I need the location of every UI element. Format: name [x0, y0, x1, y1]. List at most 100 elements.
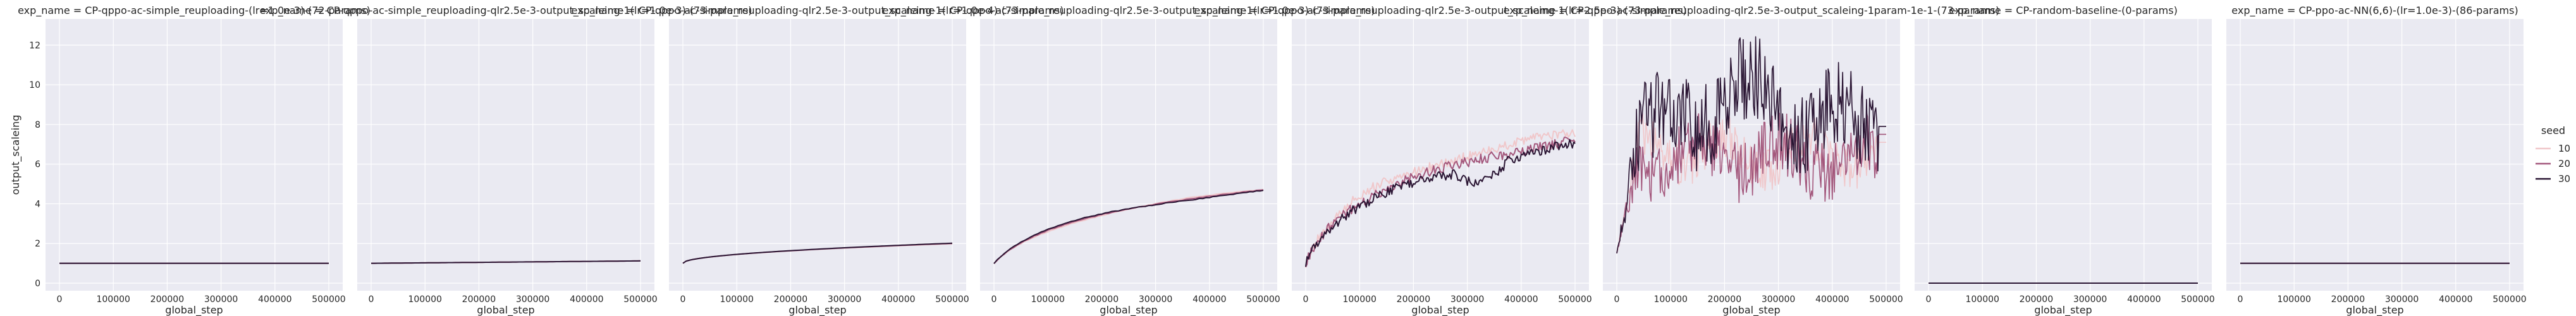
- panel-title: exp_name = CP-qppo-ac-simple_reuploading…: [1194, 4, 1687, 17]
- series-line-seed-20: [1305, 137, 1576, 268]
- panel-title: exp_name = CP-qppo-ac-simple_reuploading…: [883, 4, 1375, 17]
- facet-panel-3: exp_name = CP-qppo-ac-simple_reuploading…: [572, 4, 1064, 316]
- legend: seed 10 20 30: [2536, 125, 2570, 185]
- x-tick-label: 0: [369, 295, 374, 305]
- x-tick-label: 400000: [258, 295, 291, 305]
- series-line-seed-30: [993, 190, 1264, 264]
- x-tick-label: 200000: [150, 295, 184, 305]
- x-tick-label: 500000: [312, 295, 345, 305]
- x-tick-label: 200000: [2331, 295, 2365, 305]
- series-line-seed-20: [1616, 111, 1886, 254]
- x-tick-label: 400000: [1193, 295, 1226, 305]
- x-tick-label: 100000: [408, 295, 441, 305]
- x-axis-label: global_step: [1722, 304, 1780, 316]
- x-axis-label: global_step: [2346, 304, 2403, 316]
- panel-background: [357, 19, 654, 291]
- x-tick-label: 100000: [1031, 295, 1064, 305]
- x-tick-label: 500000: [2181, 295, 2214, 305]
- x-tick-label: 300000: [516, 295, 549, 305]
- y-tick-label: 12: [29, 40, 40, 51]
- facet-panel-6: exp_name = CP-qppo-ac-simple_reuploading…: [1504, 4, 2000, 316]
- panel-title: exp_name = CP-random-baseline-(0-params): [1949, 4, 2178, 17]
- x-tick-label: 400000: [1815, 295, 1849, 305]
- x-tick-label: 500000: [935, 295, 969, 305]
- panel-background: [2226, 19, 2524, 291]
- y-tick-label: 10: [29, 80, 40, 90]
- legend-title: seed: [2541, 125, 2565, 137]
- x-tick-label: 500000: [1558, 295, 1592, 305]
- panel-background: [1292, 19, 1589, 291]
- y-axis-label: output_scaleing: [9, 115, 22, 195]
- y-tick-label: 2: [35, 239, 40, 249]
- panel-title: exp_name = CP-qppo-ac-simple_reuploading…: [1504, 4, 2000, 17]
- x-tick-label: 300000: [2385, 295, 2419, 305]
- x-tick-label: 400000: [881, 295, 915, 305]
- series-line-seed-30: [1616, 36, 1886, 254]
- x-tick-label: 400000: [570, 295, 603, 305]
- x-tick-label: 0: [57, 295, 63, 305]
- x-tick-label: 500000: [1869, 295, 1903, 305]
- x-axis-label: global_step: [2034, 304, 2092, 316]
- x-tick-label: 0: [2238, 295, 2243, 305]
- x-axis-label: global_step: [1411, 304, 1469, 316]
- x-tick-label: 500000: [623, 295, 657, 305]
- x-tick-label: 300000: [828, 295, 861, 305]
- x-tick-label: 100000: [1965, 295, 1999, 305]
- x-axis-label: global_step: [477, 304, 534, 316]
- x-tick-label: 500000: [1246, 295, 1280, 305]
- x-tick-label: 100000: [96, 295, 130, 305]
- x-tick-label: 300000: [1139, 295, 1172, 305]
- x-tick-label: 100000: [2277, 295, 2310, 305]
- x-tick-label: 0: [1926, 295, 1932, 305]
- x-axis-label: global_step: [165, 304, 223, 316]
- x-tick-label: 200000: [1085, 295, 1119, 305]
- x-tick-label: 400000: [2127, 295, 2161, 305]
- series-line-seed-30: [371, 260, 641, 264]
- x-tick-label: 100000: [1342, 295, 1376, 305]
- panel-title: exp_name = CP-qppo-ac-simple_reuploading…: [572, 4, 1064, 17]
- panel-background: [980, 19, 1277, 291]
- x-tick-label: 200000: [2020, 295, 2053, 305]
- y-tick-label: 0: [35, 279, 40, 289]
- facet-panel-7: exp_name = CP-random-baseline-(0-params)…: [1915, 4, 2215, 316]
- x-tick-label: 300000: [204, 295, 238, 305]
- series-line-seed-10: [1616, 113, 1886, 254]
- legend-label-seed-10: 10: [2558, 143, 2570, 154]
- y-tick-label: 8: [35, 120, 40, 130]
- y-tick-label: 6: [35, 160, 40, 170]
- x-tick-label: 400000: [2439, 295, 2472, 305]
- x-axis-label: global_step: [788, 304, 846, 316]
- x-tick-label: 100000: [1653, 295, 1687, 305]
- x-axis-label: global_step: [1100, 304, 1157, 316]
- x-tick-label: 300000: [2073, 295, 2107, 305]
- legend-label-seed-30: 30: [2558, 173, 2570, 185]
- x-tick-label: 400000: [1504, 295, 1538, 305]
- x-tick-label: 0: [1303, 295, 1309, 305]
- series-line-seed-30: [682, 242, 953, 264]
- series-line-seed-30: [1305, 138, 1576, 267]
- panel-background: [46, 19, 343, 291]
- facet-panel-2: exp_name = CP-qppo-ac-simple_reuploading…: [260, 4, 752, 316]
- facet-panel-5: exp_name = CP-qppo-ac-simple_reuploading…: [1194, 4, 1687, 316]
- x-tick-label: 500000: [2493, 295, 2526, 305]
- x-tick-label: 300000: [1451, 295, 1484, 305]
- x-tick-label: 200000: [1708, 295, 1741, 305]
- x-tick-label: 0: [680, 295, 686, 305]
- panel-title: exp_name = CP-qppo-ac-simple_reuploading…: [18, 4, 371, 17]
- x-tick-label: 200000: [462, 295, 496, 305]
- panel-title: exp_name = CP-ppo-ac-NN(6,6)-(lr=1.0e-3)…: [2231, 4, 2518, 17]
- x-tick-label: 200000: [1397, 295, 1430, 305]
- facet-panel-4: exp_name = CP-qppo-ac-simple_reuploading…: [883, 4, 1375, 316]
- x-tick-label: 100000: [720, 295, 753, 305]
- panel-background: [1915, 19, 2212, 291]
- x-tick-label: 200000: [774, 295, 807, 305]
- x-tick-label: 0: [991, 295, 997, 305]
- x-tick-label: 0: [1614, 295, 1620, 305]
- legend-label-seed-20: 20: [2558, 158, 2570, 169]
- panel-title: exp_name = CP-qppo-ac-simple_reuploading…: [260, 4, 752, 17]
- facet-panel-1: exp_name = CP-qppo-ac-simple_reuploading…: [18, 4, 371, 316]
- y-tick-label: 4: [35, 199, 40, 209]
- facet-panel-8: exp_name = CP-ppo-ac-NN(6,6)-(lr=1.0e-3)…: [2226, 4, 2527, 316]
- x-tick-label: 300000: [1762, 295, 1795, 305]
